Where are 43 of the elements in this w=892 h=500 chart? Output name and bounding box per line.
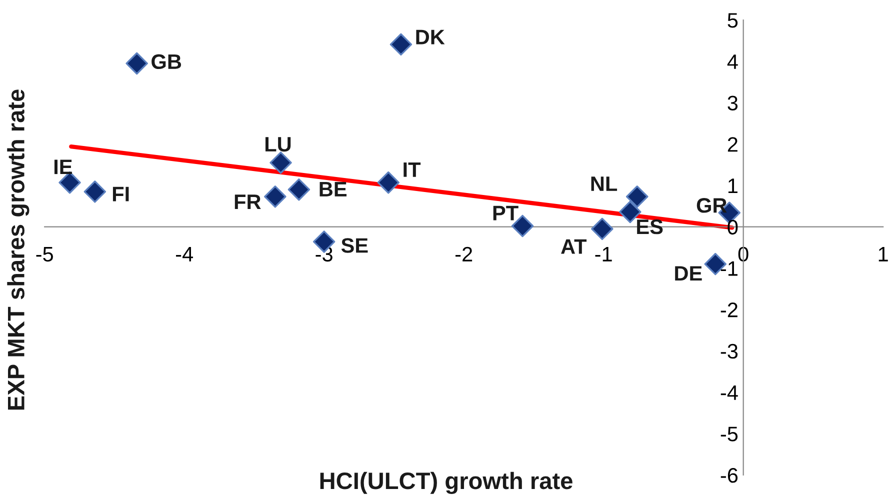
y-tick-label: -1	[720, 261, 738, 276]
annotation: IE	[54, 160, 72, 174]
annotation: IT	[404, 162, 421, 177]
y-tick-label: 3	[728, 96, 738, 110]
annotation: NL	[591, 176, 618, 191]
x-tick-label: -2	[456, 246, 472, 262]
y-tick-label: -4	[720, 385, 738, 400]
annotation: FR	[234, 194, 261, 209]
point	[390, 33, 412, 56]
x-axis-title: HCI(ULCT) growth rate	[320, 472, 572, 494]
point	[626, 185, 648, 208]
y-axis-title: EXP MKT shares growth rate	[7, 90, 30, 410]
x-tick-label: 0	[738, 246, 748, 262]
y-tick-label: 5	[728, 13, 738, 28]
x-tick-label: -1	[595, 247, 612, 262]
y-tick-label: -6	[720, 468, 738, 483]
annotation: FI	[112, 186, 129, 202]
y-tick-label: -5	[720, 426, 738, 442]
annotation: GR	[696, 198, 727, 213]
annotation: ES	[637, 219, 663, 234]
x-tick-label: 1	[878, 247, 888, 262]
y-tick-label: -2	[720, 302, 738, 318]
annotation: DK	[416, 30, 445, 44]
point	[126, 52, 148, 75]
annotation: DE	[675, 266, 702, 281]
x-tick-label: -5	[36, 247, 53, 262]
point	[84, 180, 106, 203]
point	[377, 171, 400, 194]
annotation: PT	[493, 206, 518, 220]
annotation: AT	[561, 239, 587, 254]
annotation: GB	[152, 54, 182, 70]
x-tick-label: -4	[176, 247, 193, 262]
point	[288, 178, 310, 201]
point	[591, 218, 614, 240]
point	[264, 185, 286, 208]
y-tick-label: -3	[720, 344, 738, 359]
y-tick-label: 1	[728, 178, 738, 194]
annotation: LU	[266, 137, 291, 152]
y-tick-label: 2	[728, 137, 738, 152]
point	[270, 152, 292, 174]
annotation: BE	[320, 182, 347, 196]
y-tick-label: 4	[727, 54, 738, 69]
annotation: SE	[341, 238, 368, 253]
